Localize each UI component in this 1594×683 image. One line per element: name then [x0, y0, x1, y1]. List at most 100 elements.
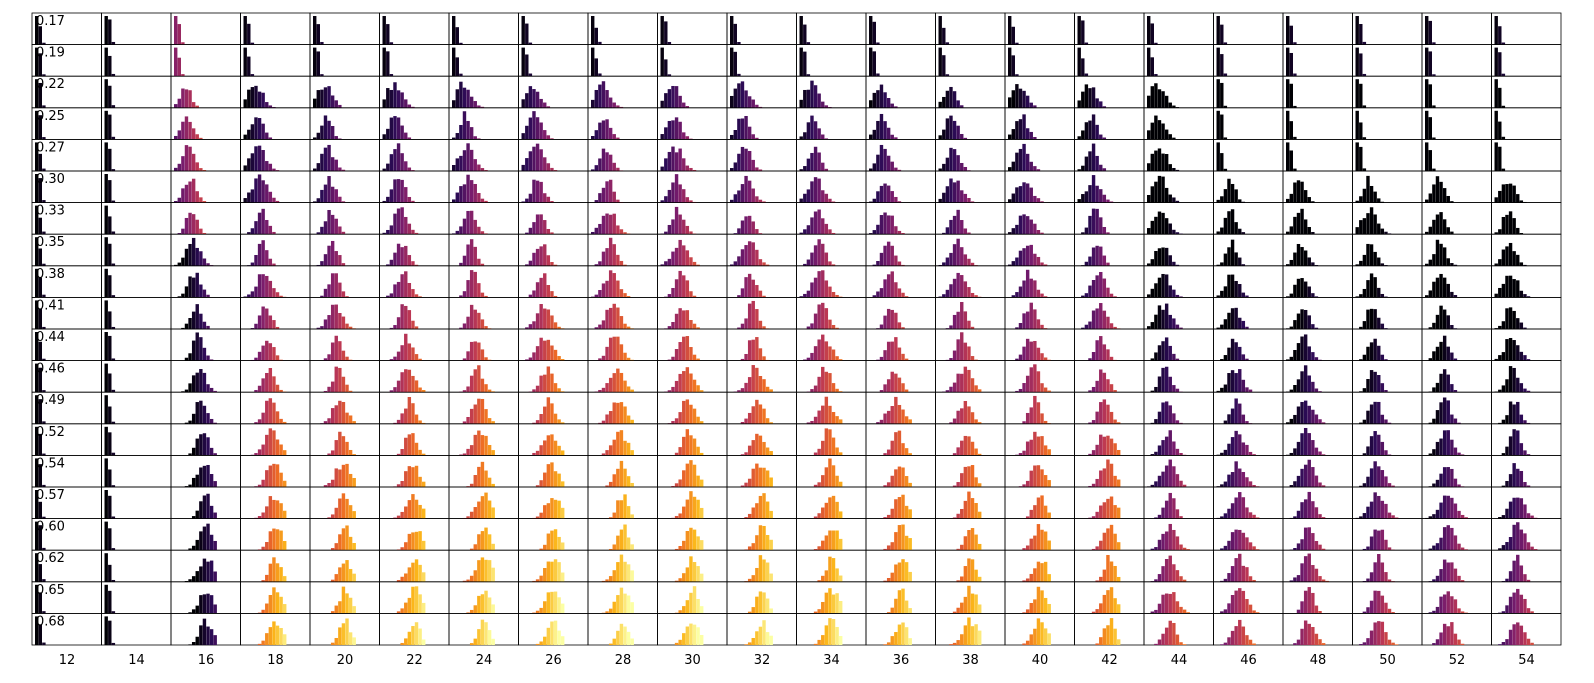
hist-bar: [1380, 562, 1385, 582]
hist-bar: [1230, 595, 1235, 614]
hist-bar: [1439, 569, 1443, 582]
hist-bar: [1088, 120, 1092, 140]
hist-bar: [963, 466, 968, 487]
hist-bar: [1311, 409, 1315, 424]
hist-bar: [1088, 88, 1092, 108]
hist-bar: [1439, 341, 1443, 361]
hist-bar: [769, 389, 773, 393]
hist-bar: [1453, 535, 1458, 551]
hist-bar: [469, 511, 474, 519]
panel-frame: [1282, 107, 1353, 140]
hist-bar: [557, 419, 561, 424]
panel-r11-c3: [240, 360, 311, 393]
hist-bar: [411, 562, 415, 582]
hist-bar: [261, 92, 265, 108]
row-label: 0.60: [36, 520, 65, 535]
hist-bar: [546, 339, 551, 361]
hist-bar: [700, 634, 704, 645]
hist-bar: [689, 320, 693, 329]
hist-bar: [389, 390, 394, 393]
hist-bar: [199, 137, 203, 140]
hist-bar: [952, 215, 957, 235]
hist-bar: [1293, 320, 1297, 329]
hist-bar: [484, 559, 488, 582]
hist-bar: [1172, 592, 1176, 614]
hist-bar: [480, 349, 485, 361]
hist-bar: [477, 164, 481, 171]
hist-bar: [1300, 563, 1304, 582]
hist-bar: [1442, 527, 1447, 551]
panel-r11-c17: [1213, 360, 1284, 393]
hist-bar: [876, 291, 880, 298]
hist-bar: [181, 156, 185, 171]
panel-r12-c16: [1143, 391, 1214, 425]
hist-bar: [978, 483, 982, 487]
hist-bar: [594, 227, 598, 235]
hist-bar: [1442, 594, 1447, 614]
hist-bar: [1043, 628, 1048, 645]
hist-bar: [191, 128, 196, 140]
hist-bar: [612, 512, 616, 519]
hist-bar: [1172, 229, 1176, 235]
hist-bar: [268, 531, 273, 551]
panel-r12-c9: [657, 391, 728, 425]
column-label: 40: [1032, 653, 1049, 668]
hist-bar: [1154, 386, 1158, 393]
hist-bar: [755, 196, 759, 203]
hist-bar: [751, 188, 755, 203]
hist-bar: [1373, 191, 1377, 203]
panel-frame: [726, 44, 797, 77]
hist-bar: [1102, 106, 1107, 108]
hist-bar: [1025, 153, 1030, 171]
hist-bar: [247, 56, 251, 77]
hist-bar: [532, 111, 536, 140]
hist-bar: [1018, 119, 1023, 140]
hist-bar: [1164, 337, 1169, 361]
hist-bar: [345, 498, 349, 519]
hist-bar: [1157, 211, 1162, 235]
panel-r17-c12: [865, 549, 936, 583]
hist-bar: [1501, 216, 1506, 235]
panel-frame: [309, 44, 380, 77]
hist-bar: [758, 259, 763, 266]
hist-bar: [191, 237, 196, 266]
hist-bar: [1220, 644, 1224, 645]
hist-bar: [1508, 474, 1513, 487]
hist-bar: [1091, 450, 1096, 456]
hist-bar: [1033, 223, 1037, 235]
hist-bar: [1526, 579, 1531, 582]
panel-r18-c1: [101, 581, 172, 614]
hist-bar: [1150, 358, 1154, 361]
hist-bar: [1435, 277, 1440, 298]
hist-bar: [1036, 497, 1041, 519]
hist-bar: [1314, 507, 1319, 519]
hist-bar: [491, 421, 495, 424]
hist-bar: [1164, 401, 1169, 424]
hist-bar: [601, 283, 606, 298]
hist-bar: [330, 479, 335, 487]
hist-bar: [1355, 264, 1359, 266]
panel-frame: [935, 12, 1006, 46]
hist-bar: [553, 620, 558, 645]
hist-bar: [418, 420, 422, 424]
hist-bar: [685, 336, 690, 361]
hist-bar: [382, 134, 386, 140]
hist-bar: [477, 283, 481, 298]
hist-bar: [261, 479, 265, 487]
hist-bar: [477, 595, 481, 614]
hist-bar: [970, 465, 975, 487]
hist-bar: [1432, 322, 1436, 329]
hist-bar: [1029, 278, 1033, 298]
hist-bar: [674, 642, 679, 645]
hist-bar: [275, 411, 280, 424]
hist-bar: [1526, 422, 1531, 424]
hist-bar: [1238, 403, 1242, 424]
hist-bar: [949, 422, 953, 424]
hist-bar: [1084, 227, 1089, 235]
hist-bar: [1081, 232, 1085, 235]
hist-bar: [1450, 497, 1454, 519]
hist-bar: [477, 138, 481, 140]
hist-bar: [561, 542, 565, 551]
hist-bar: [744, 148, 748, 171]
hist-bar: [38, 308, 42, 329]
